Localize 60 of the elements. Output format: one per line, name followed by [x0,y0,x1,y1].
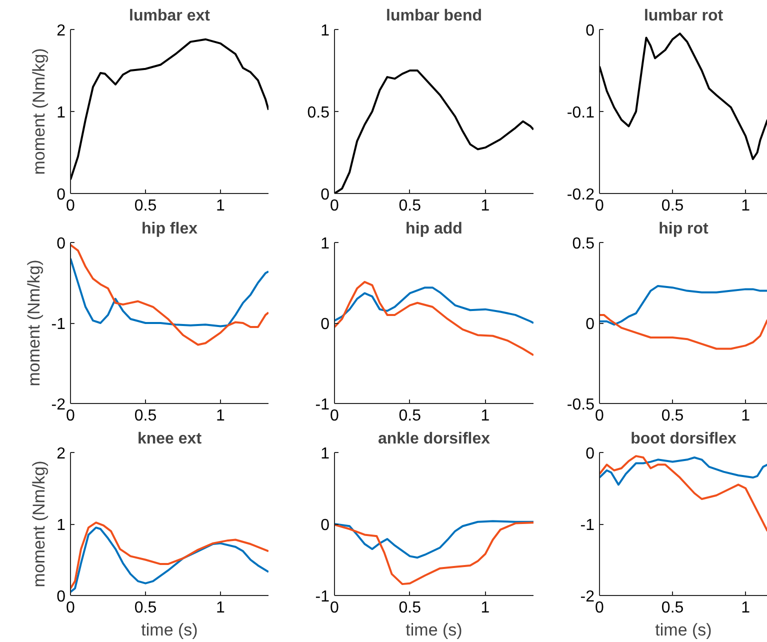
chart-title: lumbar rot [644,8,724,24]
x-tick-label: 1 [480,600,490,616]
x-tick-label: 0.5 [398,600,422,616]
y-tick-label: 0 [586,446,595,462]
y-tick-label: 1 [320,22,330,40]
y-axis-title: moment (Nm/kg) [24,260,44,386]
y-axis-title: moment (Nm/kg) [30,48,49,175]
y-tick-label: 0 [56,588,66,606]
y-tick-label: -0.5 [566,396,595,414]
y-tick-label: 1 [56,517,66,534]
y-tick-label: 0 [320,316,330,333]
x-tick-label: 0.5 [398,198,422,214]
x-tick-label: 1 [741,408,750,424]
y-tick-label: 0 [56,236,66,252]
chart-title: lumbar bend [386,8,482,24]
y-tick-label: -1 [315,588,330,606]
x-tick-label: 1 [216,198,226,214]
x-axis-title: time (s) [406,620,462,640]
x-tick-label: 0.5 [661,600,684,616]
y-tick-label: 2 [56,22,66,40]
chart-title: hip flex [141,220,198,238]
x-tick-label: 1 [216,408,226,424]
y-tick-label: -1 [51,316,66,333]
y-axis-title: moment (Nm/kg) [30,460,49,588]
y-tick-label: 1 [320,236,330,252]
y-tick-label: -0.2 [566,186,595,204]
y-tick-label: -2 [580,588,595,606]
chart-title: hip rot [658,220,710,238]
y-tick-label: -1 [580,517,595,534]
y-tick-label: 0.5 [572,236,595,252]
chart-title: hip add [406,220,462,238]
x-tick-label: 1 [216,600,226,616]
x-tick-label: 0.5 [134,600,157,616]
x-tick-label: 0.5 [661,198,684,214]
chart-title: boot dorsiflex [630,430,736,448]
chart-title: ankle dorsiflex [378,430,490,448]
y-tick-label: 0 [320,186,330,204]
y-tick-label: -1 [315,396,330,414]
y-tick-label: 1 [56,104,66,122]
x-tick-label: 1 [480,198,490,214]
y-tick-label: 0.5 [307,104,330,122]
chart-title: knee ext [137,430,202,448]
y-tick-label: 2 [56,446,66,462]
y-tick-label: 0 [56,186,66,204]
x-tick-label: 1 [741,600,750,616]
y-tick-label: 0 [586,316,595,333]
x-tick-label: 1 [741,198,750,214]
y-tick-label: 0 [320,517,330,534]
x-tick-label: 1 [480,408,490,424]
x-axis-title: time (s) [655,620,712,640]
x-tick-label: 0.5 [134,198,157,214]
y-tick-label: -2 [51,396,66,414]
x-axis-title: time (s) [141,620,198,640]
x-tick-label: 0.5 [398,408,422,424]
chart-title: lumbar ext [129,8,211,24]
x-tick-label: 0.5 [661,408,684,424]
y-tick-label: -0.1 [566,104,595,122]
y-tick-label: 1 [320,446,330,462]
y-tick-label: 0 [586,22,595,40]
x-tick-label: 0.5 [134,408,157,424]
